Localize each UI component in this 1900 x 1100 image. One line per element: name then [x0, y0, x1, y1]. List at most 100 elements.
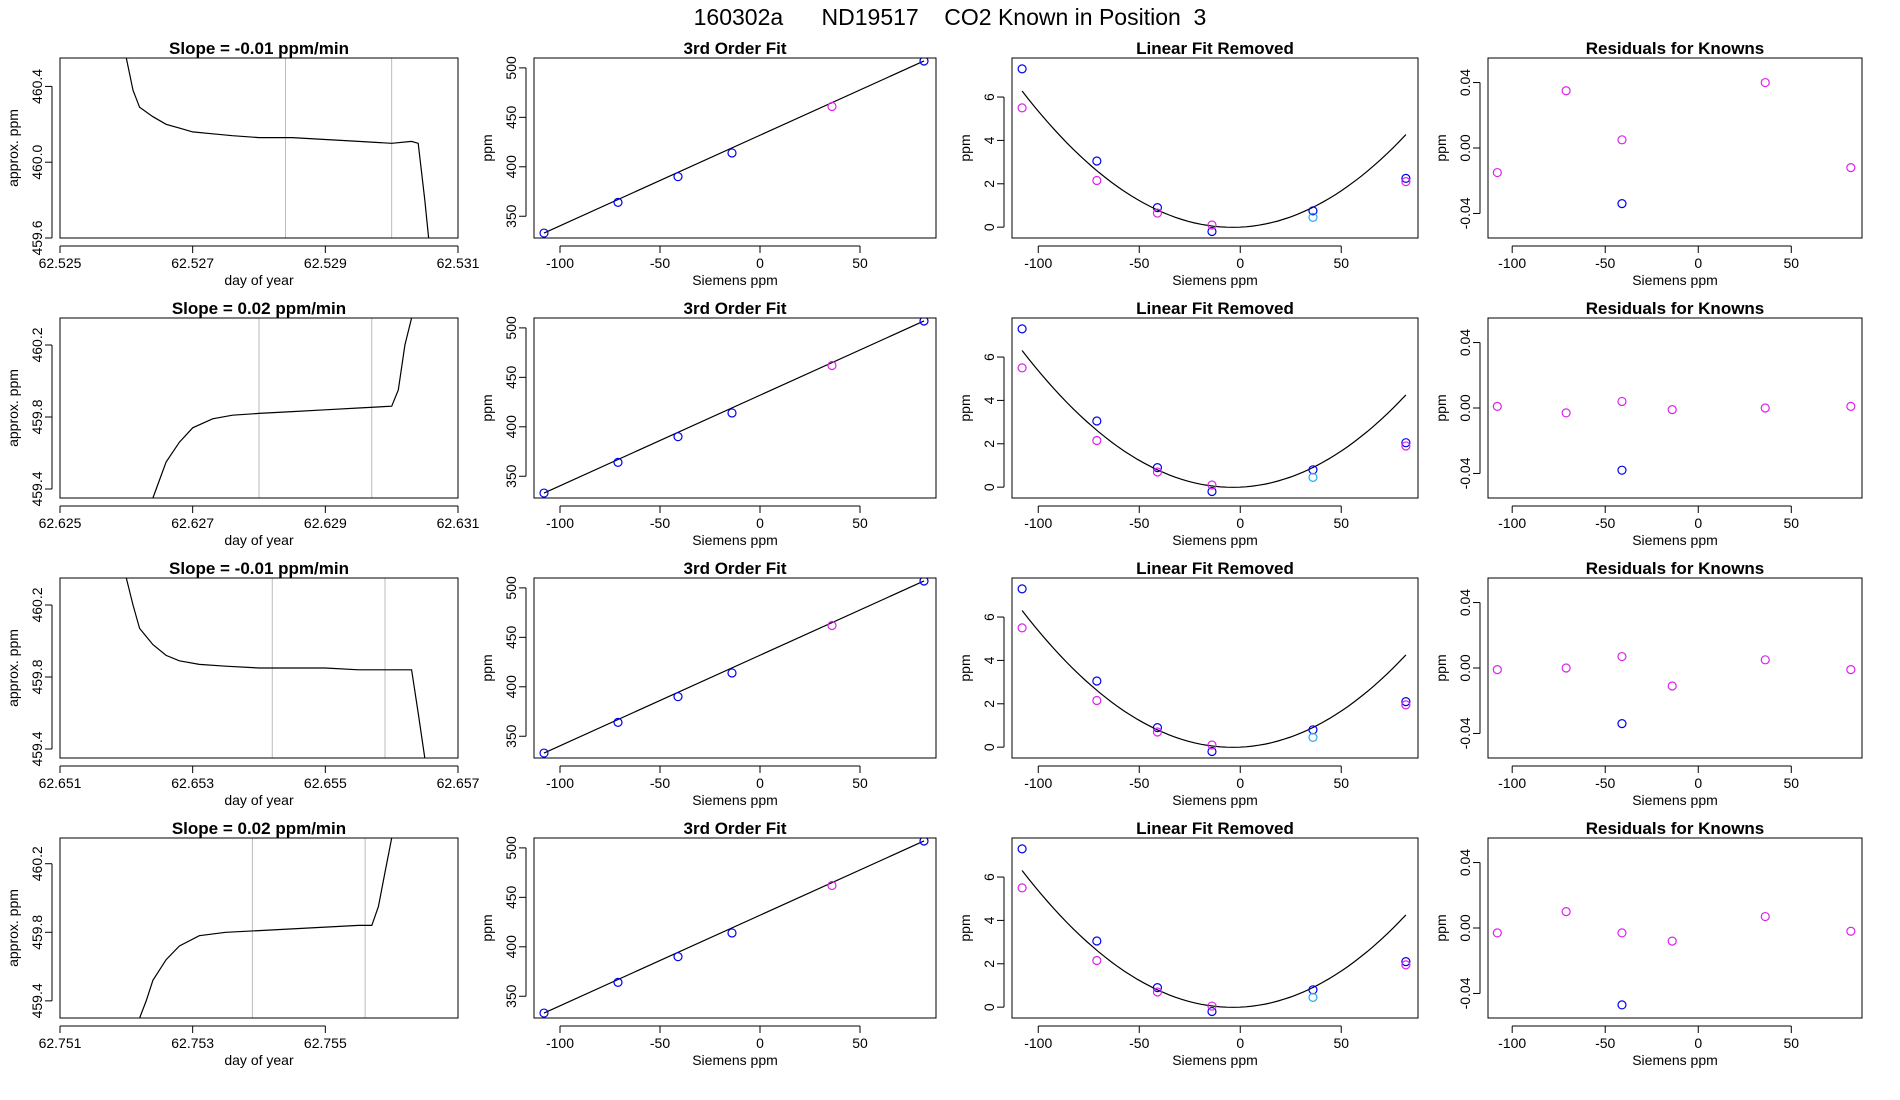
data-point-magenta	[1152, 727, 1163, 737]
x-axis-label: Siemens ppm	[1632, 532, 1718, 548]
y-tick-label: -0.04	[1457, 197, 1473, 229]
plot-area	[1492, 651, 1856, 729]
panel-r1c1: 3rd Order Fit -100 -50 0 50 Siemens ppm 350 400…	[479, 299, 937, 548]
co2-trace-line	[125, 58, 430, 238]
data-point-blue	[539, 488, 549, 498]
plot-frame	[1011, 57, 1419, 239]
data-point-blue	[1152, 723, 1163, 733]
panel-r3c1: 3rd Order Fit -100 -50 0 50 Siemens ppm 350 400…	[479, 819, 937, 1068]
panel-title: 3rd Order Fit	[684, 39, 787, 58]
data-point-blue	[539, 1008, 549, 1018]
data-point-blue	[1401, 697, 1411, 707]
plot-frame	[1011, 317, 1419, 499]
panel-title: 3rd Order Fit	[684, 559, 787, 578]
x-axis-label: day of year	[224, 1052, 294, 1068]
data-point-magenta	[1760, 911, 1770, 922]
x-tick-label: 50	[1784, 775, 1800, 791]
data-point-blue	[1207, 746, 1217, 757]
y-tick-label: 500	[503, 316, 519, 340]
data-point-blue	[1152, 983, 1163, 993]
y-tick-label: 459.4	[29, 983, 45, 1018]
data-point-blue	[673, 172, 683, 182]
x-tick-label: 0	[756, 775, 764, 791]
fit-curve	[1021, 90, 1407, 228]
x-tick-label: 0	[1236, 775, 1244, 791]
panel-title: Linear Fit Removed	[1136, 559, 1294, 578]
panel-r0c1: 3rd Order Fit -100 -50 0 50 Siemens ppm 350 400…	[479, 39, 937, 288]
data-point-magenta	[1017, 623, 1027, 633]
data-point-blue	[1092, 156, 1102, 166]
x-tick-label: 50	[1333, 1035, 1349, 1051]
data-point-magenta	[1017, 363, 1027, 373]
data-point-magenta	[1561, 408, 1571, 418]
x-tick-label: 50	[1333, 775, 1349, 791]
x-tick-label: -100	[1024, 515, 1052, 531]
data-point-magenta	[1846, 163, 1856, 173]
y-tick-label: 6	[981, 613, 997, 621]
panel-title: Slope = 0.02 ppm/min	[172, 299, 346, 318]
x-tick-label: -100	[546, 515, 574, 531]
data-point-blue	[919, 838, 929, 846]
plot-frame	[59, 837, 459, 1019]
y-tick-label: 350	[503, 464, 519, 488]
y-tick-label: 460.2	[29, 327, 45, 362]
x-tick-label: 62.631	[437, 515, 480, 531]
data-point-magenta	[1617, 135, 1627, 145]
panel-title: Residuals for Knowns	[1586, 299, 1765, 318]
x-tick-label: -50	[650, 255, 670, 271]
data-point-magenta	[1207, 1001, 1217, 1011]
data-point-blue	[613, 457, 623, 467]
data-point-magenta	[1492, 401, 1502, 411]
y-tick-label: 6	[981, 353, 997, 361]
data-point-magenta	[1401, 700, 1411, 710]
data-point-magenta	[827, 101, 837, 112]
data-point-blue	[1152, 463, 1163, 473]
panel-title: 3rd Order Fit	[684, 819, 787, 838]
y-tick-label: 459.6	[29, 220, 45, 255]
y-tick-label: 4	[981, 656, 997, 664]
data-point-magenta	[1492, 167, 1502, 178]
y-tick-label: 459.8	[29, 659, 45, 694]
y-tick-label: 4	[981, 916, 997, 924]
y-tick-label: 0.04	[1457, 589, 1473, 616]
y-tick-label: 6	[981, 93, 997, 101]
y-tick-label: 0.04	[1457, 329, 1473, 356]
x-tick-label: 62.529	[304, 255, 347, 271]
data-point-blue	[1092, 936, 1102, 946]
data-point-blue	[613, 977, 623, 987]
y-tick-label: -0.04	[1457, 457, 1473, 489]
data-point-blue	[1017, 64, 1027, 74]
y-tick-label: 350	[503, 204, 519, 228]
y-axis-label: ppm	[479, 654, 495, 681]
x-tick-label: -100	[1024, 255, 1052, 271]
data-point-blue	[1617, 199, 1627, 209]
y-axis-label: ppm	[479, 914, 495, 941]
data-point-blue	[613, 717, 623, 727]
x-tick-label: 0	[1694, 775, 1702, 791]
x-tick-label: 50	[852, 255, 868, 271]
plot-area	[139, 838, 393, 1018]
data-point-blue	[539, 748, 549, 758]
data-point-blue	[1617, 1000, 1627, 1010]
plot-area	[1492, 77, 1856, 209]
y-tick-label: 4	[981, 136, 997, 144]
fit-line	[543, 580, 925, 754]
data-point-cyan	[1308, 992, 1318, 1002]
plot-frame	[59, 317, 459, 499]
data-point-magenta	[1561, 86, 1571, 96]
panel-title: Slope = -0.01 ppm/min	[169, 559, 349, 578]
data-point-magenta	[1561, 663, 1571, 673]
data-point-blue	[613, 197, 623, 207]
y-tick-label: 4	[981, 396, 997, 404]
x-axis-label: Siemens ppm	[692, 792, 778, 808]
data-point-magenta	[1207, 480, 1217, 490]
y-tick-label: 459.8	[29, 399, 45, 434]
data-point-blue	[1401, 957, 1411, 967]
x-tick-label: -50	[1595, 775, 1615, 791]
y-axis-label: ppm	[1433, 134, 1449, 161]
data-point-cyan	[1308, 212, 1318, 222]
x-tick-label: -50	[1595, 255, 1615, 271]
data-point-magenta	[1152, 987, 1163, 997]
